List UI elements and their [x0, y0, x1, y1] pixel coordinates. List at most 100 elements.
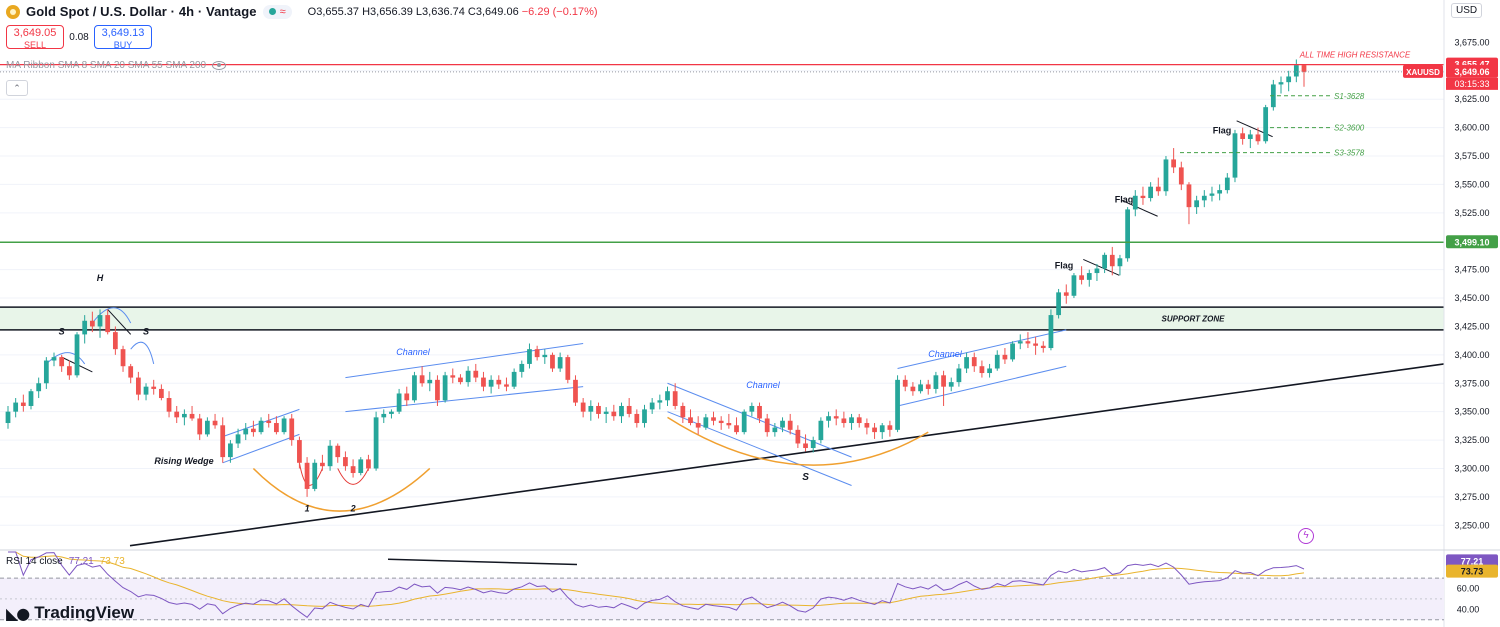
candle-down	[573, 379, 578, 403]
candle-up	[381, 413, 387, 418]
candle-up	[657, 400, 663, 403]
ath-resistance-label: ALL TIME HIGH RESISTANCE	[1299, 51, 1411, 60]
market-status[interactable]: ≈	[262, 4, 292, 19]
collapse-legend-button[interactable]: ⌃	[6, 80, 28, 96]
price-tick: 3,625.00	[1454, 94, 1489, 104]
candle-down	[89, 320, 95, 327]
candle-down	[971, 357, 977, 367]
gold-coin-icon	[6, 4, 20, 19]
candle-down	[197, 418, 203, 435]
rsi-label: RSI 14 close	[6, 556, 63, 567]
candle-down	[1255, 134, 1261, 142]
ma-ribbon-label: MA Ribbon SMA 8 SMA 20 SMA 55 SMA 200	[6, 60, 207, 71]
candle-up	[588, 405, 594, 412]
candle-down	[626, 405, 632, 414]
candle-down	[856, 417, 862, 424]
candle-down	[764, 418, 770, 433]
candle-down	[795, 429, 801, 444]
right-shoulder-arc	[130, 341, 155, 365]
support-price-tag-bg	[1446, 235, 1498, 249]
price-tick: 3,600.00	[1454, 123, 1489, 133]
candle-down	[20, 402, 26, 406]
price-levels: ALL TIME HIGH RESISTANCE S1-3628 S2-3600 S3…	[0, 51, 1444, 244]
candle-up	[956, 368, 962, 383]
candle-down	[726, 423, 732, 426]
ma-ribbon-legend[interactable]: MA Ribbon SMA 8 SMA 20 SMA 55 SMA 200	[6, 60, 227, 71]
candle-up	[542, 354, 548, 358]
rsi-tick: 40.00	[1457, 604, 1480, 614]
price-tick: 3,250.00	[1454, 520, 1489, 530]
price-axis-bg	[1444, 0, 1500, 548]
candle-down	[1109, 254, 1115, 267]
support-price-tag-text: 3,499.10	[1454, 237, 1489, 247]
candle-up	[228, 443, 233, 458]
bottom-1-arc	[298, 462, 323, 486]
trade-panel: 3,649.05 SELL 0.08 3,649.13 BUY	[6, 25, 152, 50]
rsi-legend[interactable]: RSI 14 close 77.21 73.73	[6, 556, 125, 567]
candle-up	[527, 349, 532, 364]
candle-up	[603, 411, 609, 414]
price-tick: 3,425.00	[1454, 321, 1489, 331]
candle-down	[902, 379, 908, 387]
candle-down	[289, 418, 295, 441]
head-arc	[91, 307, 132, 324]
candle-up	[258, 420, 264, 433]
candle-up	[810, 440, 816, 449]
sell-button[interactable]: 3,649.05 SELL	[6, 25, 64, 50]
lightning-icon[interactable]: ϟ	[1298, 528, 1314, 544]
tradingview-logo[interactable]: ◣● TradingView	[6, 603, 134, 623]
flag-2-line	[1121, 199, 1158, 217]
candle-down	[695, 423, 701, 428]
candle-up	[1247, 134, 1253, 139]
candle-down	[112, 332, 118, 350]
candle-down	[174, 411, 180, 418]
ohlc-readout: O3,655.37 H3,656.39 L3,636.74 C3,649.06 …	[308, 6, 598, 18]
candle-up	[327, 445, 333, 467]
candle-down	[481, 377, 486, 387]
candle-up	[373, 417, 379, 469]
symbol-title[interactable]: Gold Spot / U.S. Dollar · 4h · Vantage	[26, 4, 257, 19]
candle-up	[28, 391, 34, 406]
candle-down	[274, 423, 279, 433]
rsi-line	[8, 551, 1305, 618]
symbol-tag-text: XAUUSD	[1406, 68, 1440, 77]
candle-up	[1278, 82, 1284, 85]
rsi-value-tag: 77.21	[1461, 556, 1484, 566]
candle-up	[13, 402, 19, 412]
wave-icon: ≈	[279, 5, 286, 18]
candle-down	[404, 393, 410, 401]
right-shoulder-label: S	[143, 326, 149, 336]
candle-down	[634, 413, 640, 424]
candle-up	[619, 405, 624, 417]
eye-icon[interactable]	[212, 61, 227, 70]
candle-down	[688, 417, 693, 424]
left-shoulder-arc	[45, 352, 86, 365]
candle-up	[465, 370, 471, 383]
price-axis[interactable]: 3,675.003,650.003,625.003,600.003,575.00…	[1403, 0, 1500, 627]
price-tick: 3,325.00	[1454, 435, 1489, 445]
candle-up	[703, 417, 709, 428]
bottom-1-label: 1	[305, 504, 310, 514]
buy-button[interactable]: 3,649.13 BUY	[94, 25, 152, 50]
candle-up	[1232, 133, 1238, 178]
candle-up	[1125, 209, 1130, 259]
candle-down	[711, 417, 716, 421]
candle-up	[36, 383, 42, 392]
candle-down	[496, 379, 502, 385]
candle-up	[948, 382, 954, 387]
candle-down	[1140, 195, 1146, 199]
rsi-divergence-line	[387, 558, 578, 566]
support-zone-label: SUPPORT ZONE	[1162, 314, 1226, 323]
rsi-ma-tag: 73.73	[1461, 567, 1484, 577]
candle-up	[772, 427, 778, 433]
candle-up	[74, 334, 80, 376]
candle-up	[1071, 275, 1077, 296]
candle-down	[366, 459, 371, 469]
support-zone-band	[0, 307, 1444, 330]
channel-1-lower	[345, 386, 584, 413]
currency-button[interactable]: USD	[1451, 3, 1483, 18]
rsi-ma-value: 73.73	[99, 556, 125, 567]
candle-up	[243, 428, 249, 435]
